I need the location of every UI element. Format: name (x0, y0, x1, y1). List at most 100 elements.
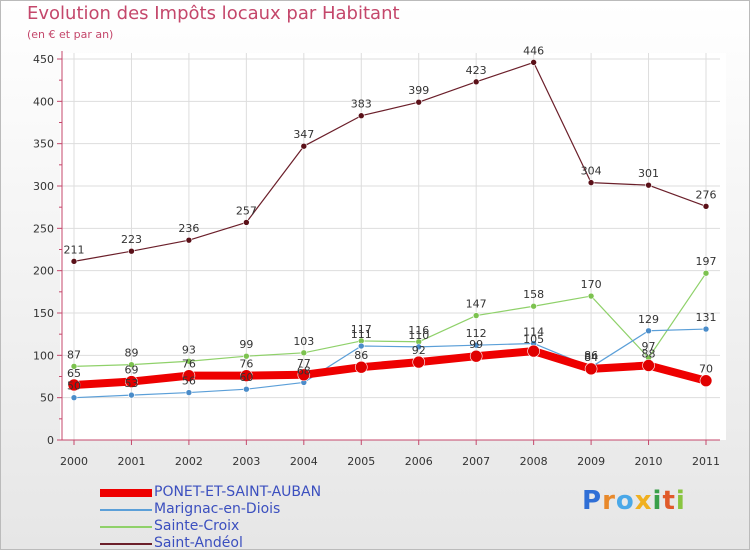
data-label-sainte-croix: 147 (466, 298, 487, 311)
data-point-sainte-croix (300, 349, 308, 357)
data-point-saint-and-ol (415, 98, 423, 106)
data-label-ponet-et-saint-auban: 76 (239, 358, 253, 371)
series-line-sainte-croix (73, 272, 707, 367)
data-point-ponet-et-saint-auban (412, 355, 426, 369)
data-point-saint-and-ol (530, 59, 537, 66)
data-label-sainte-croix: 99 (239, 338, 253, 351)
legend: PONET-ET-SAINT-AUBAN Marignac-en-Diois Sai… (100, 484, 420, 552)
data-label-sainte-croix: 116 (408, 324, 429, 337)
legend-label: Saint-Andéol (154, 535, 243, 551)
legend-item-marignac-en-diois: Marignac-en-Diois (100, 501, 420, 518)
y-tick-label: 200 (33, 265, 54, 278)
data-label-marignac-en-diois: 50 (67, 380, 81, 393)
data-label-marignac-en-diois: 110 (408, 329, 429, 342)
data-point-ponet-et-saint-auban (584, 362, 598, 376)
data-label-ponet-et-saint-auban: 76 (182, 358, 196, 371)
series-line-marignac-en-diois (73, 328, 707, 399)
data-point-sainte-croix (185, 357, 193, 365)
data-point-ponet-et-saint-auban (125, 375, 138, 388)
data-point-marignac-en-diois (128, 391, 135, 399)
y-tick-label: 450 (33, 53, 54, 66)
data-label-saint-and-ol: 423 (466, 64, 487, 77)
chart-subtitle: (en € et par an) (27, 28, 114, 41)
data-point-sainte-croix (587, 292, 595, 300)
data-label-ponet-et-saint-auban: 65 (67, 367, 81, 380)
data-point-marignac-en-diois (415, 343, 423, 351)
logo-letter: o (615, 486, 635, 516)
legend-item-sainte-croix: Sainte-Croix (100, 518, 420, 535)
data-point-saint-and-ol (472, 78, 480, 86)
data-point-sainte-croix (702, 269, 710, 277)
data-point-saint-and-ol (128, 247, 135, 255)
legend-swatch (100, 509, 152, 511)
data-point-ponet-et-saint-auban (642, 359, 655, 372)
data-label-ponet-et-saint-auban: 69 (124, 364, 138, 377)
data-label-ponet-et-saint-auban: 88 (642, 347, 656, 360)
data-label-marignac-en-diois: 112 (466, 327, 487, 340)
x-tick-label: 2007 (462, 455, 490, 468)
series-line-ponet-et-saint-auban (70, 347, 710, 389)
x-tick-label: 2011 (692, 455, 720, 468)
x-tick-label: 2009 (577, 455, 605, 468)
x-tick-label: 2001 (117, 455, 145, 468)
data-label-saint-and-ol: 383 (351, 98, 372, 111)
data-label-saint-and-ol: 257 (236, 204, 257, 217)
data-label-saint-and-ol: 399 (408, 84, 429, 97)
x-tick-label: 2008 (520, 455, 548, 468)
data-label-marignac-en-diois: 114 (523, 325, 544, 338)
data-point-sainte-croix (128, 361, 135, 368)
y-tick-label: 250 (33, 222, 54, 235)
y-tick-label: 100 (33, 349, 54, 362)
data-point-ponet-et-saint-auban (297, 368, 311, 382)
data-label-marignac-en-diois: 129 (638, 313, 659, 326)
data-point-ponet-et-saint-auban (354, 360, 368, 374)
data-label-sainte-croix: 87 (67, 348, 81, 361)
data-label-marignac-en-diois: 111 (351, 328, 372, 341)
logo-letter: r (602, 486, 616, 516)
data-point-marignac-en-diois (702, 325, 710, 333)
x-tick-label: 2010 (635, 455, 663, 468)
data-point-marignac-en-diois (243, 385, 250, 393)
data-label-sainte-croix: 89 (124, 347, 138, 360)
data-label-sainte-croix: 97 (642, 340, 656, 353)
x-tick-label: 2006 (405, 455, 433, 468)
legend-item-saint-and-ol: Saint-Andéol (100, 535, 420, 552)
data-point-marignac-en-diois (70, 394, 78, 401)
data-point-ponet-et-saint-auban (469, 349, 483, 363)
data-label-sainte-croix: 170 (581, 278, 602, 291)
data-label-marignac-en-diois: 56 (182, 375, 196, 388)
data-point-marignac-en-diois (185, 389, 193, 396)
data-label-saint-and-ol: 223 (121, 233, 142, 246)
data-label-marignac-en-diois: 86 (584, 349, 598, 362)
data-label-marignac-en-diois: 60 (239, 371, 253, 384)
legend-swatch (100, 526, 152, 528)
data-label-sainte-croix: 103 (293, 335, 314, 348)
data-label-sainte-croix: 93 (182, 343, 196, 356)
chart-title: Evolution des Impôts locaux par Habitant (27, 3, 400, 24)
data-point-saint-and-ol (300, 142, 308, 150)
y-tick-label: 400 (33, 95, 54, 108)
data-label-saint-and-ol: 304 (581, 165, 602, 178)
logo-letter: x (634, 486, 653, 516)
data-label-ponet-et-saint-auban: 105 (523, 333, 544, 346)
x-tick-label: 2005 (347, 455, 375, 468)
x-tick-label: 2003 (232, 455, 260, 468)
data-point-saint-and-ol (645, 181, 652, 189)
y-tick-label: 150 (33, 307, 54, 320)
logo-letter: t (662, 486, 676, 516)
data-point-saint-and-ol (243, 219, 250, 226)
data-label-marignac-en-diois: 53 (124, 377, 138, 390)
logo-letter: i (652, 486, 663, 516)
legend-item-ponet-et-saint-auban: PONET-ET-SAINT-AUBAN (100, 484, 420, 501)
data-label-saint-and-ol: 236 (178, 222, 199, 235)
logo-letter: i (675, 486, 686, 516)
data-point-marignac-en-diois (357, 342, 365, 350)
data-point-saint-and-ol (185, 236, 193, 244)
data-point-marignac-en-diois (472, 341, 480, 349)
data-label-saint-and-ol: 446 (523, 44, 544, 57)
proxiti-logo: Proxiti (582, 486, 686, 516)
data-point-saint-and-ol (357, 112, 365, 120)
x-tick-label: 2004 (290, 455, 318, 468)
data-label-ponet-et-saint-auban: 77 (297, 357, 311, 370)
